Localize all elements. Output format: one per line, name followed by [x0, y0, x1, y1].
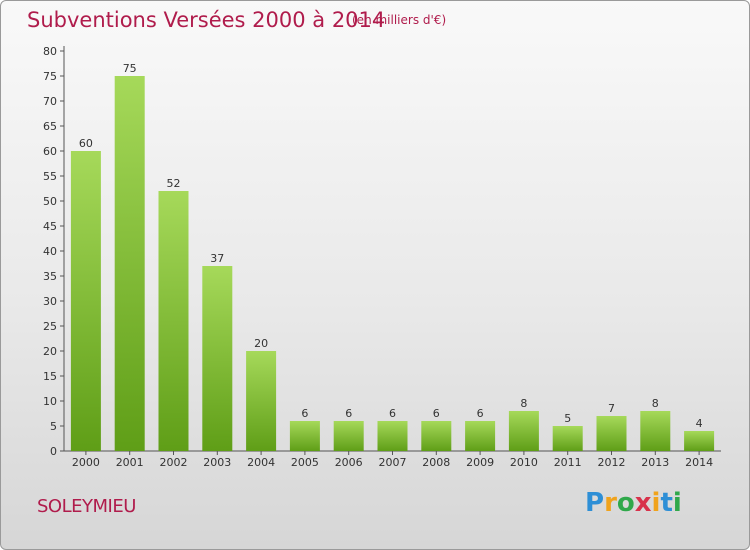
bar-value-label: 4: [696, 417, 703, 430]
bar-value-label: 6: [477, 407, 484, 420]
x-tick-label: 2002: [160, 456, 188, 469]
bar: [377, 421, 408, 451]
bar: [158, 191, 189, 451]
bar-value-label: 37: [210, 252, 224, 265]
logo-letter: t: [660, 488, 673, 518]
x-tick-label: 2005: [291, 456, 319, 469]
chart-subtitle: (en milliers d'€): [352, 13, 447, 27]
y-tick-label: 50: [43, 195, 57, 208]
y-tick-label: 10: [43, 395, 57, 408]
bar: [596, 416, 627, 451]
y-tick-label: 40: [43, 245, 57, 258]
bar: [289, 421, 320, 451]
x-tick-label: 2009: [466, 456, 494, 469]
bar-value-label: 52: [167, 177, 181, 190]
y-tick-label: 45: [43, 220, 57, 233]
bar-value-label: 6: [345, 407, 352, 420]
x-tick-label: 2014: [685, 456, 713, 469]
y-tick-label: 25: [43, 320, 57, 333]
chart-title: Subventions Versées 2000 à 2014: [27, 8, 386, 32]
y-tick-label: 60: [43, 145, 57, 158]
x-tick-label: 2008: [422, 456, 450, 469]
bar-value-label: 60: [79, 137, 93, 150]
y-tick-label: 20: [43, 345, 57, 358]
bar-value-label: 7: [608, 402, 615, 415]
bar: [114, 76, 145, 451]
bar: [508, 411, 539, 451]
x-tick-label: 2007: [379, 456, 407, 469]
x-tick-label: 2006: [335, 456, 363, 469]
x-tick-label: 2000: [72, 456, 100, 469]
bar-value-label: 6: [389, 407, 396, 420]
bar-value-label: 6: [433, 407, 440, 420]
x-tick-label: 2010: [510, 456, 538, 469]
bar: [70, 151, 101, 451]
y-tick-label: 75: [43, 70, 57, 83]
bar: [202, 266, 233, 451]
bar: [246, 351, 277, 451]
bar: [552, 426, 583, 451]
y-tick-label: 30: [43, 295, 57, 308]
y-tick-label: 65: [43, 120, 57, 133]
logo-letter: r: [604, 488, 617, 518]
y-tick-label: 0: [50, 445, 57, 458]
bar-value-label: 20: [254, 337, 268, 350]
bar-value-label: 6: [301, 407, 308, 420]
logo-letter: x: [634, 488, 652, 518]
logo-letter: i: [672, 488, 682, 518]
bar: [640, 411, 671, 451]
bar: [684, 431, 715, 451]
y-tick-label: 80: [43, 45, 57, 58]
chart-bars: [70, 76, 715, 451]
x-tick-label: 2012: [598, 456, 626, 469]
bar: [333, 421, 364, 451]
proxiti-logo: Proxiti: [585, 488, 682, 518]
x-tick-label: 2004: [247, 456, 275, 469]
bar: [421, 421, 452, 451]
bar-value-label: 8: [520, 397, 527, 410]
x-tick-label: 2003: [203, 456, 231, 469]
y-tick-label: 70: [43, 95, 57, 108]
y-tick-label: 5: [50, 420, 57, 433]
x-tick-label: 2013: [641, 456, 669, 469]
bar-value-label: 5: [564, 412, 571, 425]
logo-letter: o: [616, 488, 635, 518]
y-tick-label: 15: [43, 370, 57, 383]
logo-letter: P: [585, 488, 605, 518]
bar: [465, 421, 496, 451]
chart-value-labels: 60 75 52 37 20 6 6 6 6 6 8 5 7 8 4: [79, 62, 703, 430]
bar-value-label: 8: [652, 397, 659, 410]
y-tick-label: 55: [43, 170, 57, 183]
logo-letter: i: [651, 488, 661, 518]
bar-value-label: 75: [123, 62, 137, 75]
y-tick-label: 35: [43, 270, 57, 283]
commune-name: SOLEYMIEU: [37, 496, 136, 517]
x-tick-label: 2001: [116, 456, 144, 469]
x-tick-label: 2011: [554, 456, 582, 469]
